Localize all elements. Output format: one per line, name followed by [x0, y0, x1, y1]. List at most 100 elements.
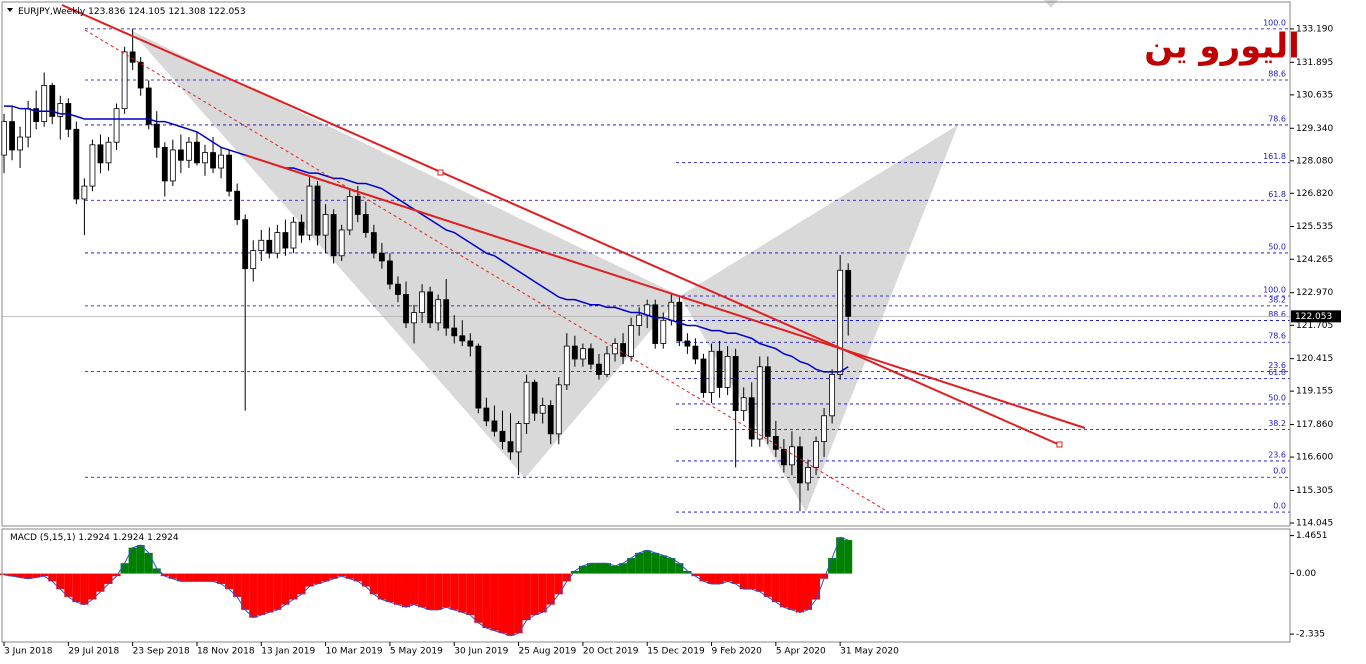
macd-bar [490, 573, 499, 631]
macd-tick-label: 1.4651 [1296, 531, 1328, 541]
fib-label: 78.6 [1268, 332, 1286, 341]
candle-body [161, 146, 168, 182]
fib-label: 23.6 [1268, 361, 1286, 370]
candle-body [97, 144, 104, 164]
macd-bar [200, 573, 210, 582]
candle-body [716, 350, 723, 388]
macd-bar [458, 573, 467, 613]
candle-body [660, 319, 667, 344]
candle-body [145, 87, 152, 125]
x-tick-label: 18 Nov 2018 [197, 647, 255, 657]
macd-bar [377, 573, 386, 600]
macd-bar [369, 573, 378, 595]
macd-bar [538, 573, 547, 613]
macd-bar [273, 573, 282, 610]
macd-bar [401, 573, 411, 608]
candle-body [258, 239, 265, 252]
candle-body [732, 356, 739, 412]
low: 121.308 [168, 7, 205, 17]
y-tick-label: 116.600 [1296, 453, 1333, 463]
x-tick-label: 15 Dec 2019 [647, 647, 705, 657]
candle-body [370, 232, 377, 254]
macd-bar [104, 573, 113, 584]
macd-bar [820, 573, 829, 579]
candle-body [756, 366, 763, 440]
macd-bar [321, 573, 330, 582]
candle-body [789, 446, 795, 466]
fib-label: 23.6 [1268, 450, 1286, 459]
macd-bar [779, 573, 788, 608]
x-tick-label: 13 Jan 2019 [261, 647, 315, 657]
macd-bar [56, 573, 65, 590]
candle-body [764, 366, 771, 437]
fib-label: 161.8 [1263, 152, 1286, 161]
macd-bar [393, 573, 402, 605]
last-price-box [1291, 310, 1341, 323]
macd-bar [281, 573, 290, 605]
x-tick-label: 5 Apr 2020 [776, 647, 826, 657]
candle-body [395, 283, 401, 295]
candle-body [266, 239, 273, 254]
candle-body [202, 152, 208, 164]
candle-body [636, 314, 643, 326]
macd-bar [482, 573, 491, 629]
macd-bar [627, 558, 636, 574]
x-tick-label: 25 Aug 2019 [519, 647, 577, 657]
macd-bar [635, 552, 644, 574]
macd-bar [466, 573, 475, 616]
y-tick-label: 124.265 [1296, 255, 1333, 265]
candle-body [378, 252, 385, 262]
macd-bar [562, 573, 571, 582]
x-tick-label: 5 May 2019 [390, 647, 443, 657]
macd-bar [611, 565, 620, 574]
fib-label: 100.0 [1263, 286, 1286, 295]
candle-body [708, 350, 715, 393]
y-tick-label: 114.045 [1296, 519, 1333, 529]
candle-body [515, 423, 522, 453]
candle-body [491, 420, 498, 432]
candle-body [692, 345, 699, 360]
chart-title: اليورو ين [1144, 27, 1300, 67]
macd-bar [812, 573, 821, 600]
macd-bar [144, 552, 153, 574]
candle-body [837, 269, 844, 375]
candle-body [780, 448, 787, 466]
macd-value: 1.2924 [147, 533, 179, 543]
fib-label: 61.8 [1268, 190, 1286, 199]
x-tick-label: 9 Feb 2020 [712, 647, 763, 657]
candle-body [523, 381, 530, 424]
macd-header: MACD (5,15,1) 1.2924 1.2924 1.2924 [10, 533, 179, 543]
candle-body [17, 136, 23, 151]
macd-bar [426, 573, 435, 610]
macd-tick-label: 0.00 [1296, 569, 1316, 579]
macd-bar [546, 573, 555, 605]
plot-layer: 100.0 88.6 78.6 61.8 50.0 38.2 23.6 0.0 161.8 100… [0, 18, 1290, 637]
y-tick-label: 130.635 [1296, 90, 1333, 100]
macd-bar [530, 573, 539, 616]
candle-body [652, 304, 659, 344]
candle-body [129, 51, 136, 63]
x-tick-label: 31 May 2020 [840, 647, 899, 657]
fib-label: 50.0 [1268, 393, 1286, 402]
candle-body [772, 436, 779, 450]
macd-bar [506, 573, 515, 636]
macd-bar [353, 573, 362, 582]
y-tick-label: 120.415 [1296, 354, 1333, 364]
macd-bar [651, 552, 660, 574]
macd-bar [32, 573, 41, 578]
macd-bar [24, 573, 33, 579]
macd-bar [337, 573, 346, 577]
macd-bar [112, 573, 121, 577]
candle-body [89, 144, 96, 187]
macd-bar [578, 565, 587, 574]
candle-body [845, 269, 852, 317]
macd-bar [72, 573, 81, 603]
candle-body [137, 61, 144, 89]
y-tick-label: 128.080 [1296, 156, 1333, 166]
macd-line [3, 536, 849, 637]
macd-bar [747, 573, 756, 590]
candle-body [234, 190, 241, 221]
candle-body [563, 345, 570, 386]
candle-body [65, 103, 72, 130]
